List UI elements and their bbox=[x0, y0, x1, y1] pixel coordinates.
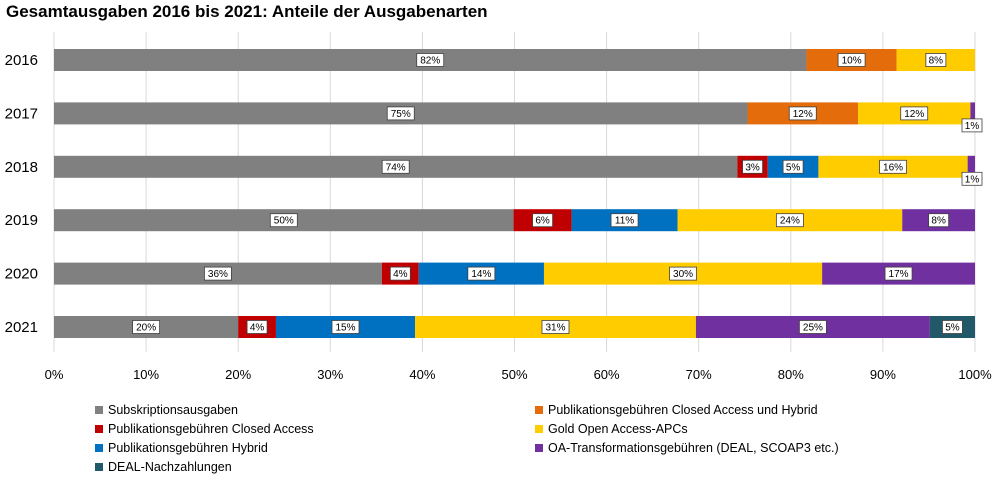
data-label-box bbox=[788, 106, 817, 121]
legend-swatch bbox=[95, 463, 103, 471]
x-tick-label: 10% bbox=[133, 367, 159, 382]
data-label: 16% bbox=[883, 162, 903, 173]
data-label-box bbox=[837, 53, 866, 67]
y-category-label: 2017 bbox=[5, 105, 38, 122]
data-label-box bbox=[669, 266, 697, 281]
data-label-box bbox=[775, 213, 804, 228]
data-label-box bbox=[541, 320, 570, 334]
data-label: 82% bbox=[420, 56, 440, 67]
bar-segment bbox=[967, 155, 975, 178]
data-label-box bbox=[331, 320, 360, 334]
data-label-box bbox=[900, 106, 929, 121]
data-label: 24% bbox=[780, 216, 800, 227]
data-label: 36% bbox=[208, 269, 228, 280]
x-tick-label: 30% bbox=[317, 367, 343, 382]
data-label-box bbox=[381, 159, 410, 174]
bar-segment bbox=[970, 102, 975, 125]
legend-label: Publikationsgebühren Hybrid bbox=[108, 441, 268, 455]
x-tick-label: 100% bbox=[958, 367, 992, 382]
data-label: 15% bbox=[335, 323, 355, 334]
legend-swatch bbox=[535, 425, 543, 433]
data-label: 11% bbox=[615, 216, 634, 227]
y-category-label: 2021 bbox=[5, 319, 38, 336]
data-label-box bbox=[782, 159, 804, 174]
y-category-label: 2019 bbox=[5, 212, 38, 229]
data-label-box bbox=[799, 320, 827, 334]
legend-item: DEAL-Nachzahlungen bbox=[95, 460, 232, 474]
data-label-box bbox=[925, 53, 947, 67]
legend-item: Subskriptionsausgaben bbox=[95, 403, 238, 417]
data-label: 31% bbox=[545, 323, 565, 334]
x-tick-label: 50% bbox=[501, 367, 527, 382]
legend-label: Publikationsgebühren Closed Access bbox=[108, 422, 314, 436]
legend-item: Publikationsgebühren Closed Access bbox=[95, 422, 314, 436]
data-label-box bbox=[610, 213, 639, 228]
x-tick-label: 40% bbox=[409, 367, 435, 382]
legend-item: Publikationsgebühren Closed Access und H… bbox=[535, 403, 818, 417]
legend-label: Subskriptionsausgaben bbox=[108, 403, 238, 417]
data-label: 17% bbox=[889, 269, 909, 280]
data-label-box bbox=[132, 320, 161, 334]
legend-label: Gold Open Access-APCs bbox=[548, 422, 688, 436]
legend-item: Publikationsgebühren Hybrid bbox=[95, 441, 268, 455]
data-label: 12% bbox=[793, 109, 813, 120]
chart-title: Gesamtausgaben 2016 bis 2021: Anteile de… bbox=[6, 2, 488, 21]
legend-swatch bbox=[535, 406, 543, 414]
data-label-box bbox=[246, 320, 268, 334]
data-label: 20% bbox=[136, 323, 156, 334]
data-label-box bbox=[467, 266, 496, 281]
legend-label: OA-Transformationsgebühren (DEAL, SCOAP3… bbox=[548, 441, 839, 455]
data-label-box bbox=[416, 53, 445, 67]
data-label: 5% bbox=[786, 162, 801, 173]
legend-label: DEAL-Nachzahlungen bbox=[108, 460, 232, 474]
data-label: 4% bbox=[393, 269, 408, 280]
data-label-box bbox=[532, 213, 553, 228]
data-label-box bbox=[269, 213, 298, 228]
data-label-box bbox=[928, 213, 950, 228]
data-label: 8% bbox=[931, 216, 946, 227]
data-label-box bbox=[942, 320, 963, 334]
data-label: 75% bbox=[391, 109, 411, 120]
data-label: 12% bbox=[904, 109, 924, 120]
legend-swatch bbox=[95, 444, 103, 452]
y-category-label: 2018 bbox=[5, 159, 38, 176]
legend-label: Publikationsgebühren Closed Access und H… bbox=[548, 403, 818, 417]
data-label: 30% bbox=[673, 269, 693, 280]
data-label-box bbox=[742, 159, 763, 174]
data-label: 8% bbox=[929, 56, 944, 67]
x-tick-label: 0% bbox=[45, 367, 64, 382]
stacked-bar-chart: 0% 10% 20% 30% 40% 50% 60% 70% 80% 90% 100% 2016 82%… bbox=[5, 32, 992, 382]
legend-swatch bbox=[95, 406, 103, 414]
data-label-box bbox=[961, 118, 983, 133]
data-label: 25% bbox=[803, 323, 823, 334]
x-tick-label: 60% bbox=[594, 367, 620, 382]
data-label: 5% bbox=[945, 323, 960, 334]
x-tick-label: 70% bbox=[686, 367, 712, 382]
legend-swatch bbox=[535, 444, 543, 452]
legend-swatch bbox=[95, 425, 103, 433]
x-tick-label: 90% bbox=[870, 367, 896, 382]
data-label-box bbox=[389, 266, 411, 281]
x-tick-label: 80% bbox=[778, 367, 804, 382]
data-label-box bbox=[204, 266, 232, 281]
data-label-box bbox=[386, 106, 415, 121]
legend-item: OA-Transformationsgebühren (DEAL, SCOAP3… bbox=[535, 441, 839, 455]
data-label: 14% bbox=[471, 269, 491, 280]
data-label-box bbox=[961, 171, 983, 186]
chart-legend: Subskriptionsausgaben Publikationsgebühre… bbox=[95, 403, 975, 479]
data-label: 74% bbox=[386, 162, 406, 173]
data-label: 3% bbox=[745, 162, 760, 173]
data-label-box bbox=[879, 159, 907, 174]
data-label: 50% bbox=[274, 216, 294, 227]
legend-item: Gold Open Access-APCs bbox=[535, 422, 688, 436]
data-label: 10% bbox=[842, 56, 862, 67]
data-label: 4% bbox=[250, 323, 265, 334]
data-label-box bbox=[884, 266, 913, 281]
data-label: 6% bbox=[535, 216, 550, 227]
data-label: 1% bbox=[965, 174, 980, 185]
data-label: 1% bbox=[965, 121, 980, 132]
y-category-label: 2020 bbox=[5, 266, 38, 283]
y-category-label: 2016 bbox=[5, 52, 38, 69]
x-tick-label: 20% bbox=[225, 367, 251, 382]
